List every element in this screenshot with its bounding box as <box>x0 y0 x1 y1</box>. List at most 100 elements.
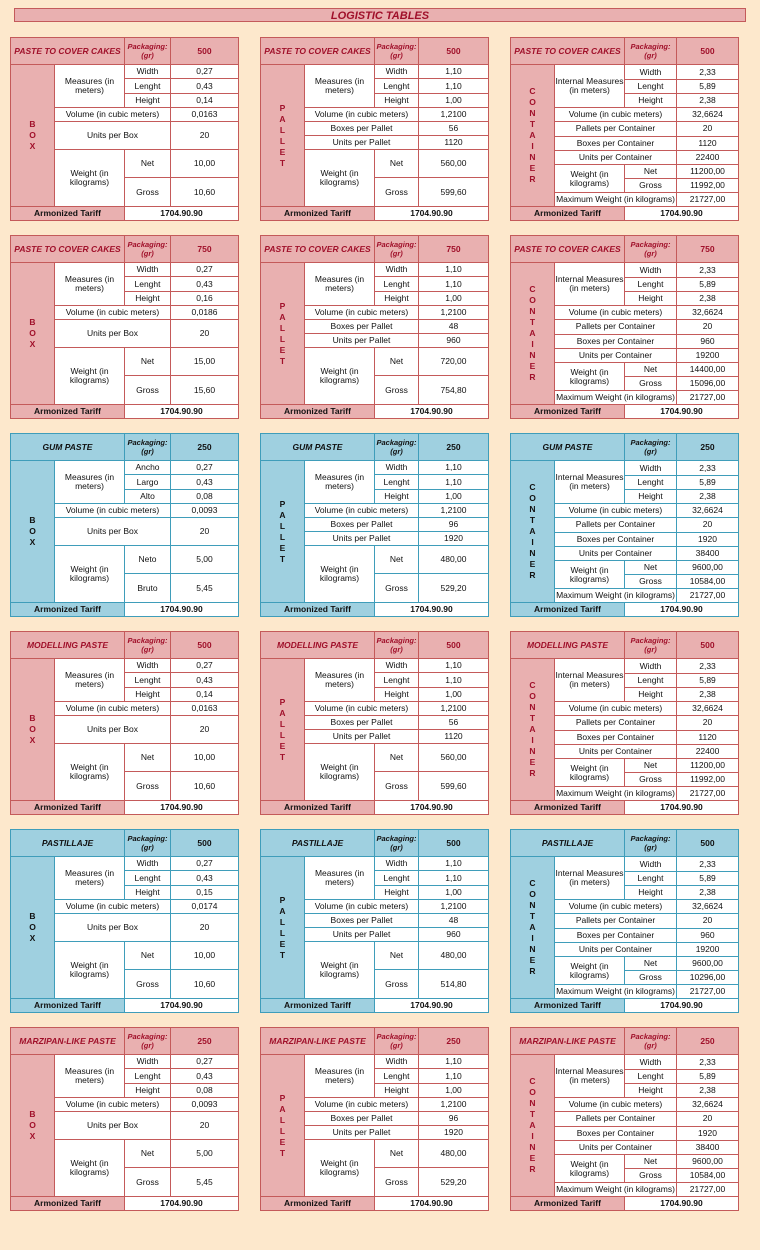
length-label: Largo <box>124 474 171 490</box>
packaging-value: 500 <box>418 36 489 66</box>
net-label: Net <box>624 559 677 576</box>
tariff-value: 1704.90.90 <box>124 1195 239 1212</box>
net-label: Net <box>124 1139 171 1169</box>
packaging-label: Packaging: (gr) <box>374 432 419 462</box>
packaging-label: Packaging: (gr) <box>374 828 420 858</box>
width-value: 0,27 <box>170 64 239 80</box>
tariff-label: Armonized Tariff <box>260 601 375 618</box>
pallet-vertical-label-text: PALLET <box>279 102 286 168</box>
gross-value: 514,80 <box>418 969 490 999</box>
volume-label: Volume (in cubic meters) <box>53 898 172 914</box>
height-label: Height <box>374 290 419 306</box>
volume-label: Volume (in cubic meters) <box>554 305 677 321</box>
length-value: 0,43 <box>170 474 239 490</box>
pallet-vertical-label: PALLET <box>260 460 305 603</box>
tariff-value: 1704.90.90 <box>374 601 489 618</box>
tariff-label: Armonized Tariff <box>509 997 626 1014</box>
weight-label: Weight (in kilograms) <box>303 743 376 801</box>
container-vertical-label: CONTAINER <box>510 460 555 603</box>
container-logistics-table: MARZIPAN-LIKE PASTE Packaging: (gr) 250 CON… <box>510 1026 739 1212</box>
net-label: Net <box>374 149 419 179</box>
boxes-per-container-label: Boxes per Container <box>554 531 677 547</box>
width-label: Width <box>124 1054 171 1070</box>
boxes-per-container-label: Boxes per Container <box>553 729 678 745</box>
weight-label: Weight (in kilograms) <box>54 149 125 207</box>
measures-label: Measures (in meters) <box>303 658 376 702</box>
measures-label: Measures (in meters) <box>304 64 375 108</box>
container-vertical-label-text: CONTAINER <box>529 284 536 383</box>
boxes-per-container-label: Boxes per Container <box>554 135 677 151</box>
box-logistics-table: PASTE TO COVER CAKES Packaging: (gr) 500 BO… <box>10 36 239 222</box>
pallets-per-container-value: 20 <box>676 1111 739 1127</box>
volume-label: Volume (in cubic meters) <box>304 304 419 320</box>
units-per-pallet-label: Units per Pallet <box>304 332 419 349</box>
gross-label: Gross <box>124 771 172 801</box>
container-logistics-table: PASTILLAJE Packaging: (gr) 500 CONTAINER Int… <box>509 828 740 1014</box>
packaging-label: Packaging: (gr) <box>624 630 678 660</box>
volume-value: 0,0163 <box>170 106 239 122</box>
packaging-label: Packaging: (gr) <box>374 630 420 660</box>
volume-label: Volume (in cubic meters) <box>53 700 172 716</box>
maximum-weight-label: Maximum Weight (in kilograms) <box>554 1182 677 1197</box>
width-value: 2,33 <box>676 64 739 80</box>
height-label: Height <box>124 290 171 306</box>
length-value: 0,43 <box>170 672 240 688</box>
gross-value: 754,80 <box>418 375 489 405</box>
pallet-logistics-table: PASTILLAJE Packaging: (gr) 500 PALLET Measur… <box>259 828 490 1014</box>
width-value: 2,33 <box>676 262 739 278</box>
units-per-container-label: Units per Container <box>554 149 677 165</box>
measures-label: Measures (in meters) <box>54 64 125 108</box>
product-name: PASTILLAJE <box>509 828 626 858</box>
product-name: PASTE TO COVER CAKES <box>10 234 125 264</box>
weight-label: Weight (in kilograms) <box>54 347 125 405</box>
volume-value: 32,6624 <box>676 899 740 915</box>
gross-value: 5,45 <box>170 1167 239 1197</box>
tariff-value: 1704.90.90 <box>124 403 239 420</box>
volume-value: 0,0093 <box>170 1096 239 1112</box>
length-value: 0,43 <box>170 870 240 886</box>
gross-value: 10584,00 <box>676 1168 739 1184</box>
gross-value: 15,60 <box>170 375 239 405</box>
length-value: 1,10 <box>418 1068 489 1084</box>
packaging-label: Packaging: (gr) <box>124 1026 171 1056</box>
volume-value: 1,2100 <box>418 898 490 914</box>
box-vertical-label: BOX <box>10 262 55 405</box>
packaging-value: 750 <box>676 234 739 264</box>
gross-label: Gross <box>124 375 171 405</box>
tariff-label: Armonized Tariff <box>510 1195 625 1212</box>
box-vertical-label-text: BOX <box>29 911 36 944</box>
boxes-per-pallet-value: 56 <box>418 120 489 137</box>
box-logistics-table: GUM PASTE Packaging: (gr) 250 BOX Measures (… <box>10 432 239 618</box>
units-per-pallet-label: Units per Pallet <box>304 530 419 547</box>
boxes-per-container-label: Boxes per Container <box>554 333 677 349</box>
volume-value: 1,2100 <box>418 304 489 320</box>
units-per-box-label: Units per Box <box>54 120 171 151</box>
maximum-weight-value: 21727,00 <box>676 588 739 603</box>
units-per-pallet-value: 960 <box>418 332 489 349</box>
volume-label: Volume (in cubic meters) <box>54 502 171 518</box>
units-per-box-value: 20 <box>170 714 240 745</box>
width-value: 0,27 <box>170 856 240 872</box>
box-vertical-label: BOX <box>10 1054 55 1197</box>
weight-label: Weight (in kilograms) <box>53 743 126 801</box>
volume-value: 1,2100 <box>418 1096 489 1112</box>
measures-label: Measures (in meters) <box>54 460 125 504</box>
packaging-value: 500 <box>170 630 240 660</box>
boxes-per-container-value: 960 <box>676 927 740 943</box>
tariff-value: 1704.90.90 <box>374 403 489 420</box>
maximum-weight-label: Maximum Weight (in kilograms) <box>553 984 678 999</box>
container-vertical-label: CONTAINER <box>510 658 555 801</box>
width-value: 0,27 <box>170 460 239 476</box>
product-name: MODELLING PASTE <box>9 630 126 660</box>
units-per-container-value: 38400 <box>676 1139 739 1155</box>
box-vertical-label: BOX <box>10 64 55 207</box>
tariff-label: Armonized Tariff <box>259 799 376 816</box>
packaging-value: 750 <box>418 234 489 264</box>
box-vertical-label-text: BOX <box>29 515 36 548</box>
container-vertical-label-text: CONTAINER <box>529 680 536 779</box>
units-per-box-label: Units per Box <box>54 1110 171 1141</box>
length-value: 5,89 <box>676 78 739 94</box>
units-per-container-label: Units per Container <box>554 347 677 363</box>
tariff-label: Armonized Tariff <box>510 205 625 222</box>
width-value: 2,33 <box>676 460 739 476</box>
